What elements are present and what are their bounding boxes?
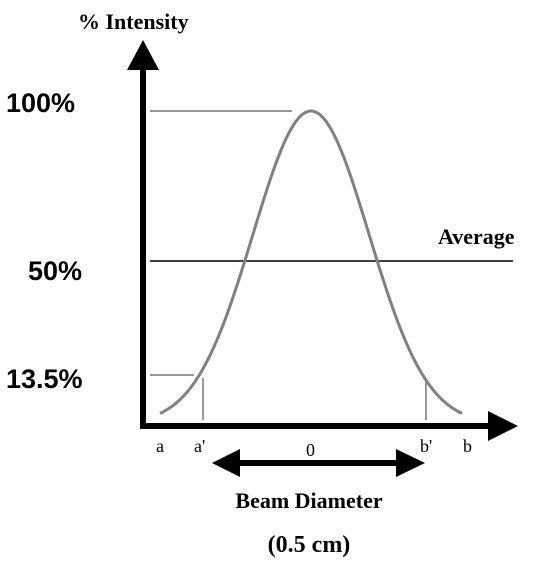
x-label-a: a xyxy=(156,436,164,456)
beam-diameter-arrowhead-right xyxy=(396,449,425,477)
label-100-percent: 100% xyxy=(6,88,75,118)
label-13-5-percent: 13.5% xyxy=(6,364,83,394)
caption-beam-diameter: Beam Diameter xyxy=(235,488,382,513)
x-label-b: b xyxy=(463,436,472,456)
beam-diameter-arrowhead-left xyxy=(212,449,240,477)
caption-size: (0.5 cm) xyxy=(268,532,351,558)
y-axis-title: % Intensity xyxy=(78,9,189,34)
x-label-a-prime: a' xyxy=(194,436,205,456)
y-axis-arrowhead xyxy=(127,40,159,70)
label-50-percent: 50% xyxy=(28,256,82,286)
average-label: Average xyxy=(438,224,515,249)
x-label-zero: 0 xyxy=(306,440,315,460)
gaussian-curve xyxy=(159,109,463,415)
x-axis-arrowhead xyxy=(488,411,518,441)
x-label-b-prime: b' xyxy=(420,436,432,456)
